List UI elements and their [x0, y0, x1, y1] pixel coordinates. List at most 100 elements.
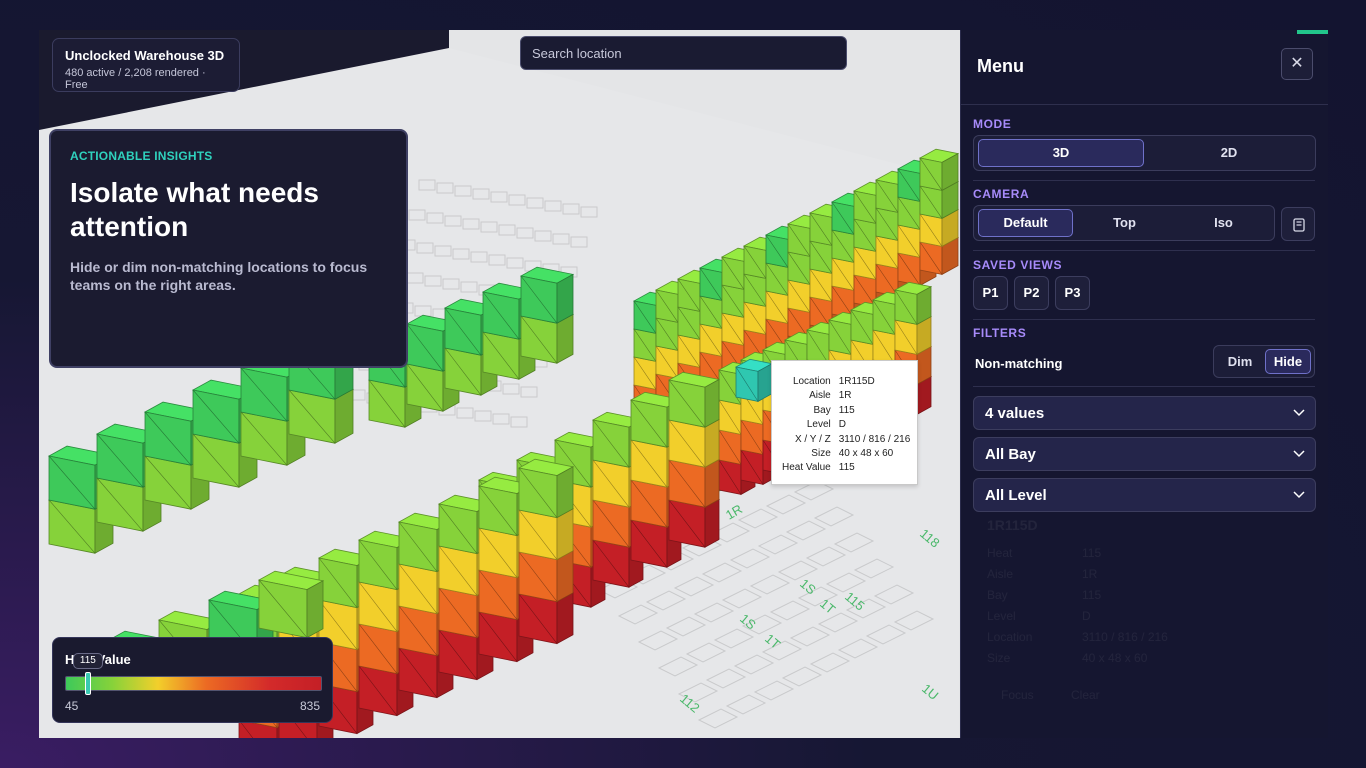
floor-slot [729, 548, 771, 569]
tooltip-key: Bay [813, 404, 831, 416]
ghost-detail-value: 1R [1082, 567, 1098, 581]
camera-option-iso[interactable]: Iso [1214, 215, 1233, 230]
ghost-detail-value: 115 [1082, 588, 1102, 602]
ghost-detail-value: D [1082, 609, 1091, 623]
window-edge-tab [1297, 30, 1328, 34]
selected-location-1R115D[interactable] [734, 358, 774, 403]
rack-location[interactable] [257, 570, 325, 639]
camera-option-top[interactable]: Top [1113, 215, 1136, 230]
floor-slot [472, 188, 490, 200]
floor-slot [562, 203, 580, 215]
saved-view-p3[interactable]: P3 [1055, 276, 1090, 310]
floor-slot [809, 652, 851, 673]
saved-view-p1[interactable]: P1 [973, 276, 1008, 310]
ghost-detail-value: 40 x 48 x 60 [1082, 651, 1148, 665]
heat-slider-handle[interactable] [84, 672, 91, 695]
floor-slot [474, 410, 492, 422]
tooltip-row: Location 1R115D [782, 375, 910, 389]
rack-location[interactable] [519, 266, 575, 324]
heat-slider-value: 115 [72, 653, 103, 669]
floor-slot [637, 630, 679, 651]
legend-max: 835 [299, 699, 320, 713]
heat-legend: Heat Value 115 45 835 [52, 637, 333, 723]
level-filter-label: All Level [985, 487, 1047, 504]
dim-option[interactable]: Dim [1227, 354, 1253, 369]
floor-slot [709, 522, 751, 543]
floor-slot [721, 588, 763, 609]
mode-option-3d[interactable]: 3D [978, 139, 1144, 167]
tooltip-value: 3110 / 816 / 216 [838, 433, 911, 445]
hide-option[interactable]: Hide [1265, 349, 1311, 374]
camera-toggle: Default Top Iso [973, 205, 1275, 241]
tooltip-row: Bay 115 [782, 404, 910, 418]
heat-gradient-bar[interactable] [65, 676, 322, 691]
floor-slot [488, 254, 506, 266]
floor-slot [725, 694, 767, 715]
bay-filter-label: All Bay [985, 446, 1036, 463]
close-button[interactable]: ✕ [1281, 48, 1313, 80]
floor-slot [424, 275, 442, 287]
chevron-down-icon [1293, 450, 1305, 458]
menu-header: Menu ✕ [961, 30, 1328, 105]
values-filter-dropdown[interactable]: 4 values [973, 396, 1316, 430]
save-view-icon [1293, 218, 1305, 232]
mode-option-2d[interactable]: 2D [1220, 145, 1238, 160]
insight-eyebrow: ACTIONABLE INSIGHTS [70, 149, 213, 163]
tooltip-key: Aisle [809, 390, 831, 402]
ghost-detail-key: Size [987, 651, 1011, 665]
floor-slot [757, 534, 799, 555]
tooltip-value: D [838, 419, 846, 431]
floor-slot [617, 604, 659, 625]
chevron-down-icon [1293, 409, 1305, 417]
insight-card: ACTIONABLE INSIGHTS Isolate what needs a… [49, 129, 408, 368]
app-title: Unclocked Warehouse 3D [65, 48, 225, 63]
ghost-detail-value: 115 [1082, 546, 1102, 560]
floor-slot [825, 572, 867, 593]
rack-location[interactable] [517, 458, 575, 519]
tooltip-key: X / Y / Z [794, 433, 831, 445]
floor-slot [490, 191, 508, 203]
rack-location[interactable] [667, 371, 721, 428]
saved-view-p2[interactable]: P2 [1014, 276, 1049, 310]
floor-slot [749, 574, 791, 595]
floor-slot [418, 179, 436, 191]
floor-slot [480, 221, 498, 233]
floor-slot [677, 682, 719, 703]
non-matching-toggle: Dim Hide [1213, 345, 1315, 378]
tooltip-key: Size [811, 448, 831, 460]
floor-slot [426, 212, 444, 224]
floor-slot [534, 230, 552, 242]
rack-location[interactable] [893, 281, 933, 326]
save-view-button[interactable] [1281, 207, 1315, 241]
tooltip-value: 40 x 48 x 60 [838, 448, 894, 460]
floor-slot [693, 602, 735, 623]
rack-location[interactable] [918, 148, 959, 192]
floor-slot [713, 628, 755, 649]
insight-body: Hide or dim non-matching locations to fo… [70, 259, 368, 293]
bay-filter-dropdown[interactable]: All Bay [973, 437, 1316, 471]
search-input[interactable] [520, 36, 847, 70]
ghost-clear-button: Clear [1071, 688, 1100, 702]
floor-slot [813, 506, 855, 527]
level-filter-dropdown[interactable]: All Level [973, 478, 1316, 512]
tooltip-row: Aisle 1R [782, 389, 910, 403]
floor-slot [416, 242, 434, 254]
rack-location[interactable] [517, 584, 575, 645]
floor-slot [544, 200, 562, 212]
divider [973, 319, 1315, 320]
floor-slot [526, 197, 544, 209]
floor-slot [492, 413, 510, 425]
values-filter-label: 4 values [985, 405, 1045, 422]
divider [973, 386, 1315, 387]
close-icon: ✕ [1290, 55, 1304, 72]
floor-slot [817, 612, 859, 633]
warehouse-3d-viewport[interactable]: 1Q1R1S1T1S1T1151181121UR Unclocked Wareh… [39, 30, 959, 738]
tooltip-key: Level [806, 419, 831, 431]
floor-slot [434, 245, 452, 257]
floor-slot [657, 656, 699, 677]
chevron-down-icon [1293, 491, 1305, 499]
tooltip-row: Level D [782, 418, 910, 432]
floor-slot [665, 616, 707, 637]
camera-option-default[interactable]: Default [978, 209, 1073, 237]
ghost-detail-title: 1R115D [987, 517, 1038, 533]
